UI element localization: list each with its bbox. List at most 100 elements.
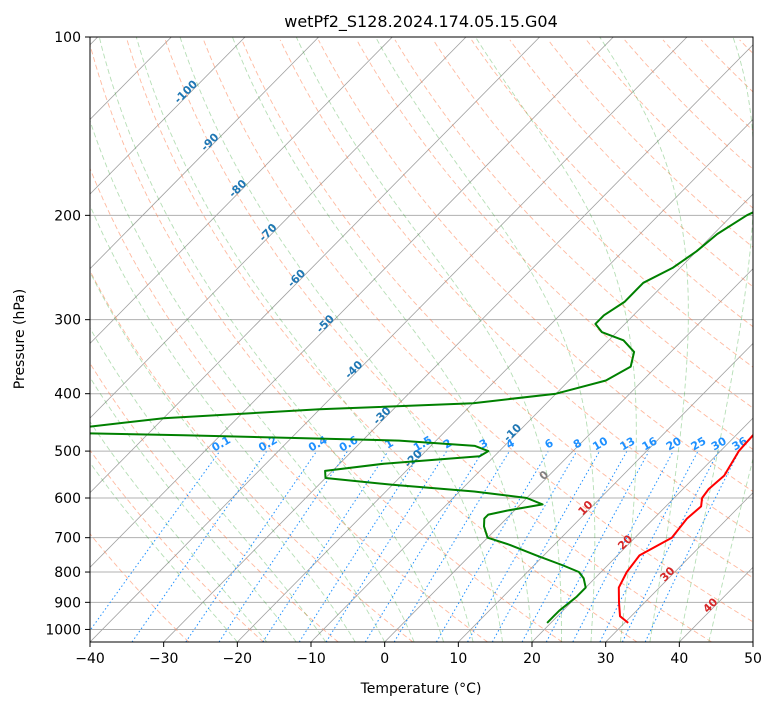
mixing-ratio-label: 6 [543,436,556,451]
moist-adiabat-line [98,37,445,642]
mixing-ratio-label: 10 [590,434,610,453]
isotherm-line [679,566,753,642]
y-tick-label: 1000 [45,622,81,638]
dry-adiabat-label: 40 [700,595,720,615]
dry-adiabat-line [662,39,753,132]
isotherm-line [605,492,753,642]
isotherm-line [90,37,393,344]
moist-adiabat-line [375,37,596,642]
moist-adiabat-line [708,457,753,642]
temperature-line [617,433,753,624]
dry-adiabat-label: -50 [314,312,337,335]
moist-adiabat-line [231,37,533,642]
y-tick-label: 600 [54,491,81,507]
mixing-ratio-line [467,451,578,642]
x-tick-label: −30 [149,651,179,667]
mixing-ratio-line [90,451,220,632]
moist-adiabat-line [135,37,474,642]
dry-adiabat-line [90,533,190,642]
isotherm-line [90,37,540,494]
moist-adiabat-line [678,37,753,642]
mixing-ratio-line [435,451,549,642]
y-tick-label: 400 [54,387,81,403]
x-tick-label: 10 [449,651,467,667]
dry-adiabat-label: 10 [576,498,596,518]
dry-adiabat-line [90,269,414,642]
isotherm-line [384,268,753,642]
mixing-ratio-line [185,451,317,642]
dry-adiabat-line [739,39,753,55]
plot-area: -100-90-80-70-60-50-40-30-20-10010203040… [90,37,753,642]
mixing-ratio-line [218,451,348,642]
mixing-ratio-label: 13 [618,434,638,453]
mixing-ratio-label: 25 [689,434,709,453]
dry-adiabats [90,39,753,642]
dry-adiabat-line [90,42,563,642]
dry-adiabat-line [586,39,753,209]
mixing-ratio-lines [90,451,740,642]
isotherm-line [90,37,319,270]
mixing-ratio-line [521,451,628,642]
dry-adiabat-label: -100 [172,77,201,106]
y-axis-ticks: 100 200 300 400 500 600 700 800 900 1000 [45,30,90,638]
dry-adiabat-label: 20 [615,532,635,552]
dry-adiabat-line [432,39,753,368]
dewpoint-line [90,211,753,624]
x-tick-label: 20 [523,651,541,667]
y-tick-label: 200 [54,208,81,224]
moist-adiabat-line [599,37,689,642]
mixing-ratio-label: 20 [664,434,684,453]
isotherm-line [458,342,753,642]
mixing-ratio-line [644,451,740,642]
y-tick-label: 500 [54,444,81,460]
dry-adiabat-label: 30 [658,564,678,584]
dry-adiabat-line [90,362,339,642]
dry-adiabat-line [509,39,753,288]
moist-adiabat-line [475,37,637,642]
isotherm-line [90,37,614,568]
x-axis-ticks: −40 −30 −20 −10 0 10 20 30 40 50 [75,642,762,667]
isotherm-line [237,118,753,642]
isotherm-line [90,37,246,195]
isotherm-line [90,37,688,642]
y-axis-label: Pressure (hPa) [12,289,28,389]
isotherm-line [752,641,753,642]
moist-adiabat-line [90,420,268,642]
mixing-ratio-label: 8 [571,436,584,451]
moist-adiabat-line [295,37,562,642]
y-tick-label: 300 [54,313,81,329]
mixing-ratio-label: 30 [709,434,729,453]
sounding-series [90,211,753,624]
dry-adiabat-label: -90 [198,130,221,153]
mixing-ratio-label: 1 [383,436,396,451]
skewed-isotherms [90,37,753,642]
dry-adiabat-label: -60 [285,267,308,290]
mixing-ratio-line [364,451,484,642]
isotherm-line [531,417,753,642]
x-tick-label: −20 [223,651,253,667]
moist-adiabats [90,37,753,642]
mixing-ratio-line [325,451,447,642]
moist-adiabat-line [90,376,297,642]
dry-adiabat-label: -70 [256,221,279,244]
isotherm-line [310,193,753,642]
x-tick-label: −10 [296,651,326,667]
dry-adiabat-label: -80 [226,177,249,200]
mixing-ratio-line [393,451,510,642]
plot-frame [89,36,754,643]
dry-adiabat-line [318,39,753,493]
dry-adiabat-line [356,39,753,451]
x-tick-label: 30 [597,651,615,667]
moist-adiabat-line [90,204,386,642]
dry-adiabat-line [164,39,712,642]
mixing-ratio-line [621,451,719,642]
y-tick-label: 700 [54,531,81,547]
mixing-ratio-label: 16 [640,434,660,453]
y-tick-label: 100 [54,30,81,46]
x-tick-label: −40 [75,651,105,667]
dry-adiabat-line [203,39,753,623]
moist-adiabat-line [179,37,503,642]
dry-adiabat-line [90,167,488,642]
isotherm-line [163,44,753,642]
mixing-ratio-line [131,451,267,642]
